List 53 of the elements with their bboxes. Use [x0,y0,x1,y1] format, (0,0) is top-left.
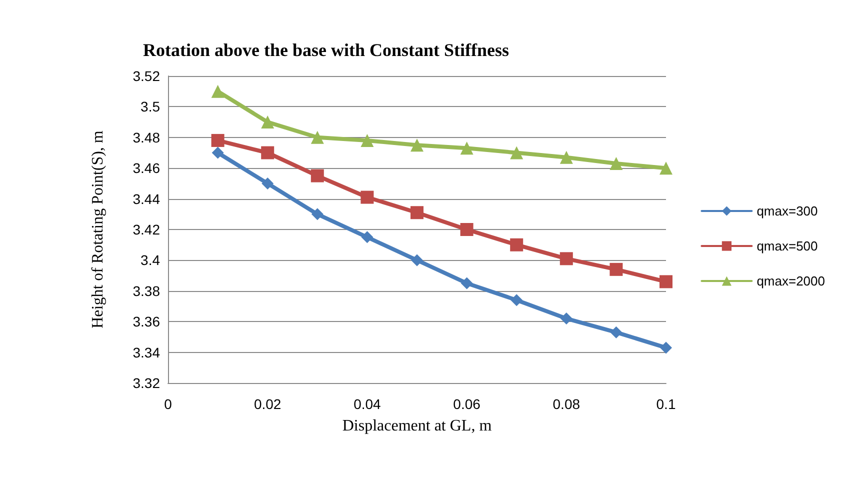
y-tick-label: 3.38 [132,282,160,299]
y-tick-label: 3.48 [132,129,160,146]
legend-label: qmax=300 [756,204,818,218]
point [660,162,672,175]
y-tick-label: 3.42 [132,222,160,238]
y-tick-label: 3.36 [132,314,160,330]
point [560,252,573,266]
point [460,142,474,155]
point [610,156,623,170]
y-axis-title: Height of Rotating Point(S), m [90,130,106,328]
point [660,275,672,288]
point [410,206,424,220]
y-tick-label: 3.34 [132,344,160,360]
point [560,150,573,164]
x-axis-title: Displacement at GL, m [342,418,492,434]
point [261,116,274,129]
y-tick-label: 3.4 [140,252,160,268]
x-tick-label: 0.1 [656,396,676,412]
x-tick-label: 0.06 [453,396,481,412]
point [211,134,224,147]
point [262,177,274,190]
y-tick-label: 3.44 [132,190,160,207]
point [460,277,473,290]
point [211,84,224,98]
point [560,312,572,325]
point [610,262,623,276]
point [411,254,423,266]
point [261,146,274,160]
y-tick-label: 3.46 [132,160,160,176]
y-tick-label: 3.52 [132,68,160,84]
point [360,190,374,204]
x-tick-label: 0.02 [254,396,282,412]
chart-title: Rotation above the base with Constant Stiffness [143,40,510,60]
point [310,130,324,144]
point [510,294,523,306]
point [310,169,324,182]
point [360,134,374,147]
point [212,146,224,159]
point [361,231,374,244]
y-tick-label: 3.5 [140,98,160,115]
point [311,208,324,220]
point [510,238,524,252]
y-tick-label: 3.32 [132,375,160,391]
x-tick-label: 0.04 [354,396,382,412]
point [460,223,474,236]
point [510,146,524,160]
point [660,342,672,354]
legend-label: qmax=2000 [756,274,826,288]
point [610,326,622,338]
x-tick-label: 0 [164,396,172,412]
point [410,138,424,152]
x-tick-label: 0.08 [552,396,580,412]
legend-label: qmax=500 [756,238,818,254]
